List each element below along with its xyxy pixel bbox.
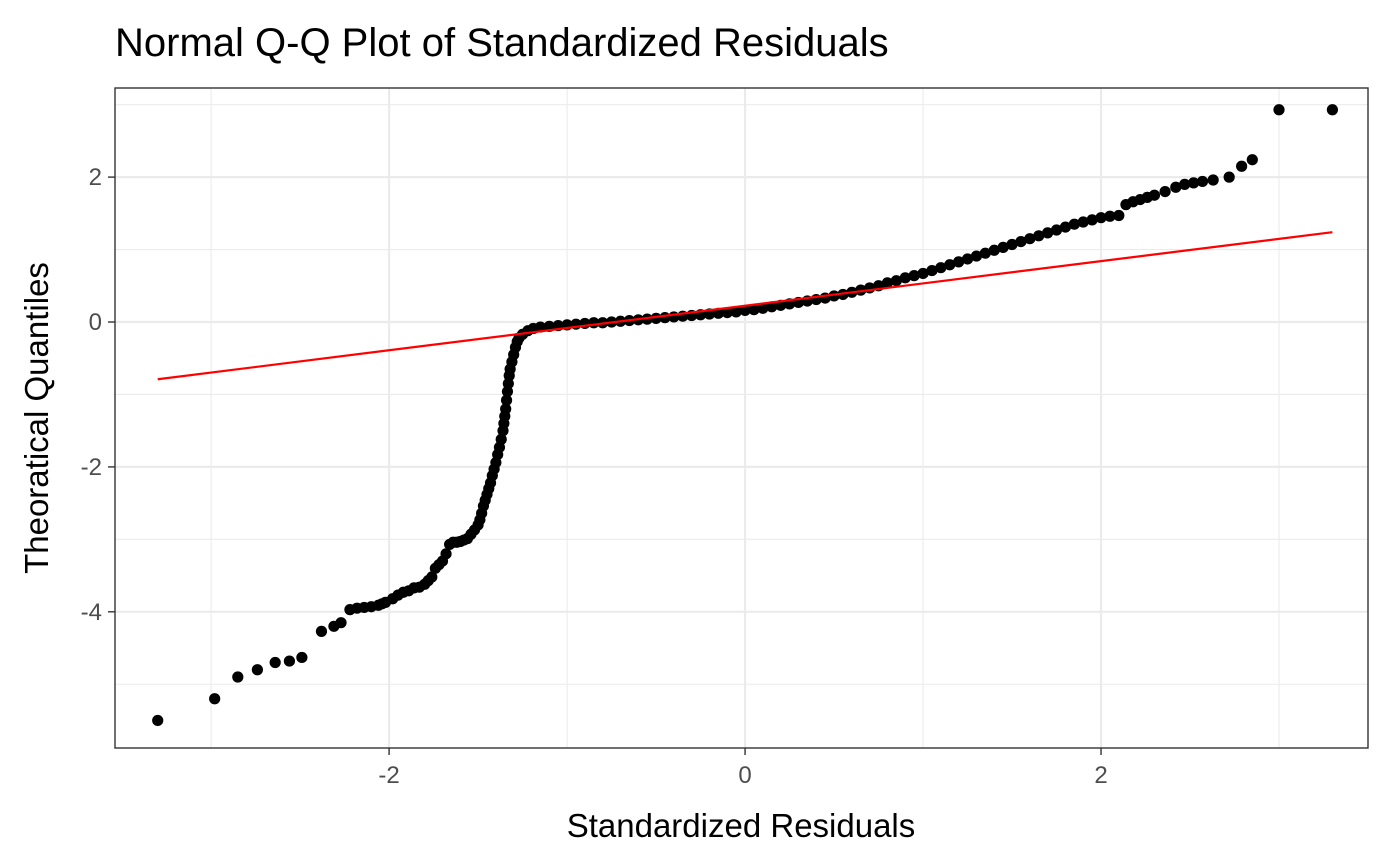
data-point xyxy=(997,241,1009,253)
data-point xyxy=(1095,212,1107,224)
data-point xyxy=(641,313,653,325)
data-point xyxy=(232,671,244,683)
minor-gridlines xyxy=(115,88,1368,748)
data-point xyxy=(908,270,920,282)
data-point xyxy=(1068,218,1080,230)
data-point xyxy=(500,403,512,415)
data-point xyxy=(979,247,991,259)
data-point xyxy=(757,302,769,314)
data-point xyxy=(944,259,956,271)
reference-line xyxy=(157,231,1333,381)
data-point xyxy=(1170,181,1182,193)
data-point xyxy=(1196,175,1209,188)
data-point xyxy=(209,693,221,705)
data-point xyxy=(1179,178,1191,190)
data-point xyxy=(739,304,751,317)
data-point xyxy=(426,571,438,583)
y-axis-ticks: -4 -2 0 2 xyxy=(81,164,115,626)
data-point xyxy=(721,306,733,319)
data-point xyxy=(1207,174,1219,186)
data-point xyxy=(296,651,308,664)
x-axis-title: Standardized Residuals xyxy=(567,807,916,844)
data-point xyxy=(730,306,742,318)
data-point xyxy=(1104,210,1116,222)
major-gridlines xyxy=(115,88,1368,748)
chart-title: Normal Q-Q Plot of Standardized Residual… xyxy=(115,21,889,65)
y-axis-title: Theoratical Quantiles xyxy=(18,262,55,574)
data-point xyxy=(1326,104,1339,116)
data-point xyxy=(1033,230,1045,242)
data-point xyxy=(917,267,929,280)
data-point xyxy=(766,301,778,313)
data-points xyxy=(152,104,1339,727)
data-point xyxy=(1086,214,1098,226)
data-point xyxy=(1148,189,1161,201)
data-point xyxy=(1159,186,1171,198)
data-point xyxy=(335,617,347,629)
data-point xyxy=(1246,154,1258,166)
data-point xyxy=(1024,233,1036,245)
y-tick-label: 0 xyxy=(89,309,102,336)
data-point xyxy=(899,272,911,284)
data-point xyxy=(152,714,164,727)
data-point xyxy=(1015,235,1027,248)
data-point xyxy=(970,250,983,262)
data-point xyxy=(748,304,760,316)
data-point xyxy=(890,275,902,287)
data-point xyxy=(269,656,281,669)
y-tick-label: 2 xyxy=(89,164,102,191)
data-point xyxy=(1187,177,1200,189)
data-point xyxy=(881,277,894,289)
data-point xyxy=(953,256,965,268)
data-point xyxy=(251,664,263,676)
data-point xyxy=(1077,216,1089,228)
data-point xyxy=(440,548,452,560)
data-point xyxy=(315,625,328,637)
reference-line-group xyxy=(157,231,1333,381)
data-point xyxy=(712,307,724,319)
data-point xyxy=(1223,171,1235,183)
x-tick-label: 2 xyxy=(1094,762,1107,789)
data-point xyxy=(1273,104,1285,116)
x-tick-label: -2 xyxy=(378,762,399,789)
data-point xyxy=(495,433,507,445)
x-axis-ticks: -2 0 2 xyxy=(378,748,1108,789)
y-tick-label: -2 xyxy=(81,454,102,481)
panel-border xyxy=(114,87,1369,749)
data-point xyxy=(961,253,974,265)
data-point xyxy=(1050,224,1063,236)
data-point xyxy=(283,655,296,667)
y-tick-label: -4 xyxy=(81,599,102,626)
data-point xyxy=(1059,221,1072,233)
data-point xyxy=(988,244,1000,256)
data-point xyxy=(1113,209,1125,222)
data-point xyxy=(935,262,947,274)
data-point xyxy=(926,264,938,277)
data-point xyxy=(1006,238,1018,251)
data-point xyxy=(1042,227,1054,239)
data-point xyxy=(1236,160,1248,172)
data-point xyxy=(500,394,513,406)
x-tick-label: 0 xyxy=(738,762,751,789)
